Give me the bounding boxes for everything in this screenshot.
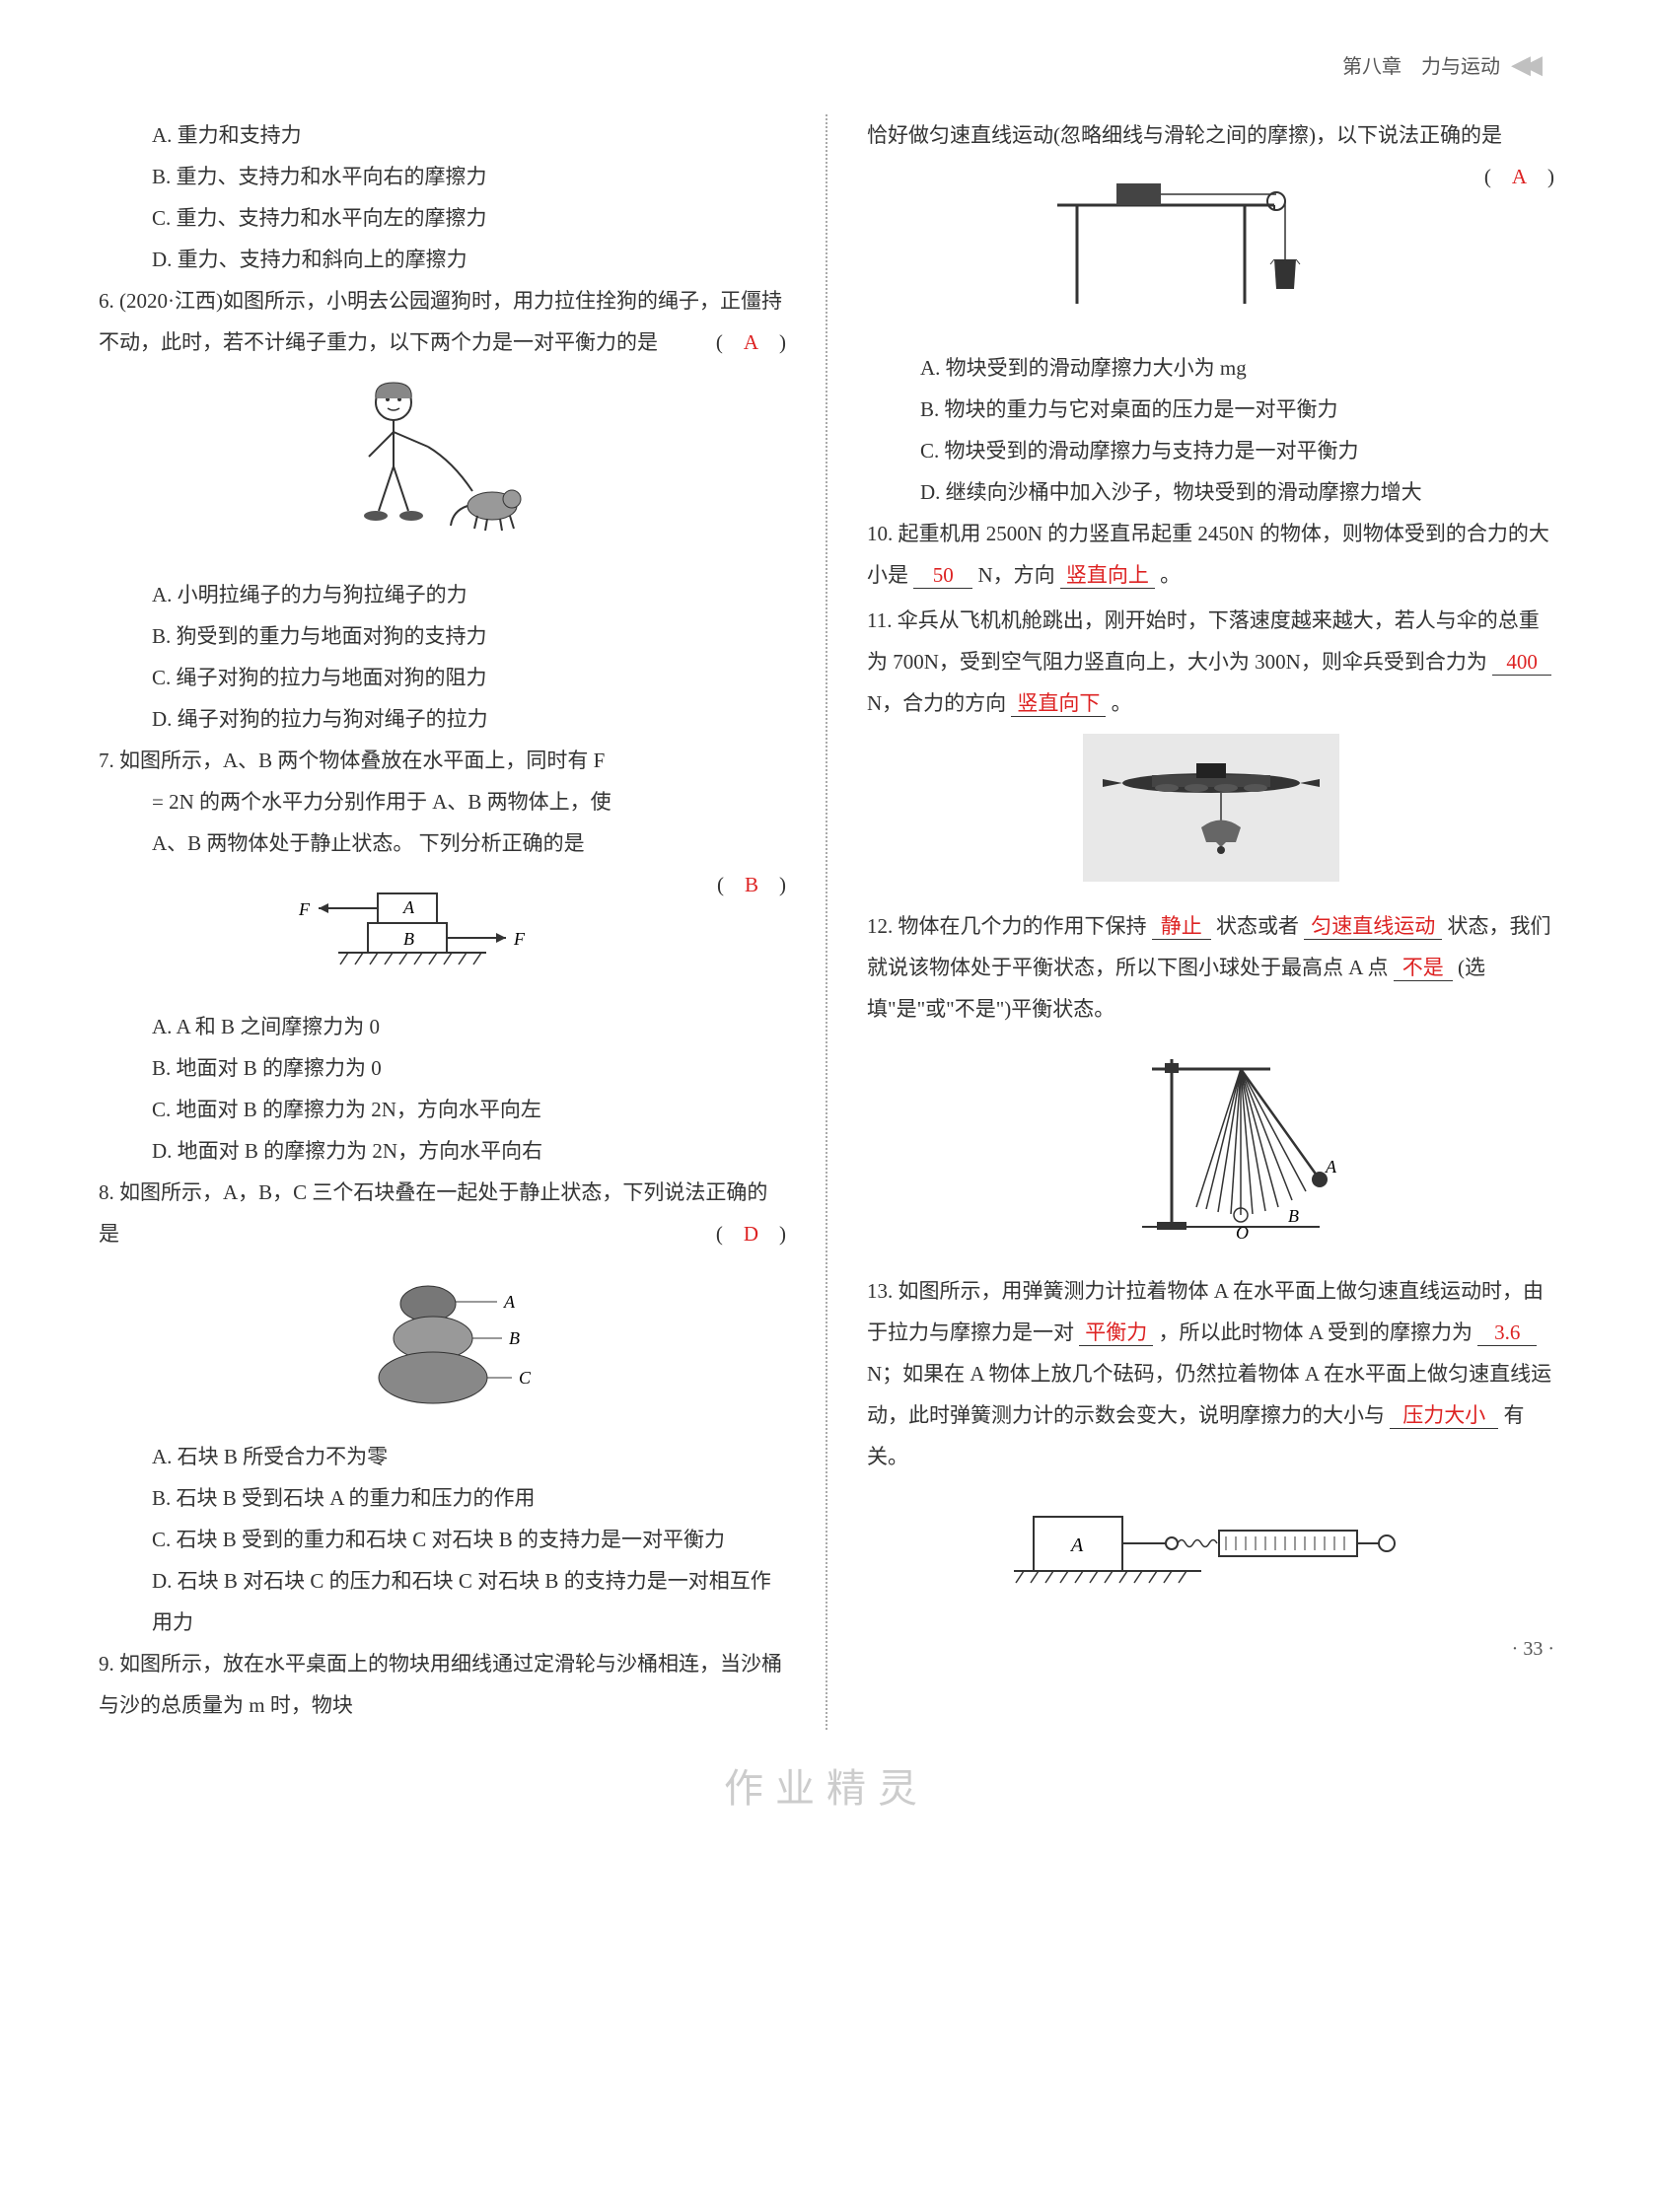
svg-text:B: B [509,1328,520,1348]
q8-opt-d: D. 石块 B 对石块 C 的压力和石块 C 对石块 B 的支持力是一对相互作用… [99,1560,786,1643]
q7-opt-d: D. 地面对 B 的摩擦力为 2N，方向水平向右 [99,1130,786,1172]
q12-t2: 状态或者 [1216,914,1299,938]
q11-t3: 。 [1112,691,1132,715]
q10-t2: N，方向 [978,563,1055,587]
left-column: A. 重力和支持力 B. 重力、支持力和水平向右的摩擦力 C. 重力、支持力和水… [99,114,786,1730]
chevron-left-icon: ◀◀ [1511,50,1535,79]
q12: 12. 物体在几个力的作用下保持 静止 状态或者 匀速直线运动 状态，我们就说该… [867,905,1554,1030]
svg-text:A: A [1069,1534,1084,1556]
q9-answer: A [1512,165,1527,188]
q9-cont-text: 恰好做匀速直线运动(忽略细线与滑轮之间的摩擦)，以下说法正确的是 [867,123,1502,147]
q11: 11. 伞兵从飞机机舱跳出，刚开始时，下落速度越来越大，若人与伞的总重为 700… [867,600,1554,724]
svg-text:A: A [503,1292,516,1312]
q12-b2: 匀速直线运动 [1304,914,1442,940]
column-divider [826,114,827,1730]
q9-opt-d: D. 继续向沙桶中加入沙子，物块受到的滑动摩擦力增大 [867,471,1554,513]
q5-opt-b: B. 重力、支持力和水平向右的摩擦力 [99,156,786,197]
q5-opt-a: A. 重力和支持力 [99,114,786,156]
q9-opt-c: C. 物块受到的滑动摩擦力与支持力是一对平衡力 [867,430,1554,471]
svg-text:B: B [1288,1206,1299,1226]
q11-t2: N，合力的方向 [867,691,1006,715]
q6-text: 6. (2020·江西)如图所示，小明去公园遛狗时，用力拉住拴狗的绳子，正僵持不… [99,289,782,354]
q11-b2: 竖直向下 [1011,691,1106,717]
q12-t1: 12. 物体在几个力的作用下保持 [867,914,1147,938]
q10-t3: 。 [1160,563,1181,587]
q9-cont: 恰好做匀速直线运动(忽略细线与滑轮之间的摩擦)，以下说法正确的是 ( A ) [867,114,1554,156]
q9-text: 9. 如图所示，放在水平桌面上的物块用细线通过定滑轮与沙桶相连，当沙桶与沙的总质… [99,1652,782,1717]
svg-text:A: A [1325,1157,1337,1177]
q6-opt-d: D. 绳子对狗的拉力与狗对绳子的拉力 [99,698,786,740]
q9-opt-b: B. 物块的重力与它对桌面的压力是一对平衡力 [867,389,1554,430]
q8: 8. 如图所示，A，B，C 三个石块叠在一起处于静止状态，下列说法正确的是 ( … [99,1172,786,1254]
watermark: 作业精灵 [99,1749,1554,1828]
q7-opt-a: A. A 和 B 之间摩擦力为 0 [99,1006,786,1047]
q7-text1: 7. 如图所示，A、B 两个物体叠放在水平面上，同时有 F [99,740,786,781]
svg-text:A: A [402,897,415,917]
q13-b2: 3.6 [1477,1320,1537,1346]
q8-opt-b: B. 石块 B 受到石块 A 的重力和压力的作用 [99,1477,786,1519]
q6-opt-b: B. 狗受到的重力与地面对狗的支持力 [99,615,786,657]
q10: 10. 起重机用 2500N 的力竖直吊起重 2450N 的物体，则物体受到的合… [867,513,1554,596]
q8-opt-c: C. 石块 B 受到的重力和石块 C 对石块 B 的支持力是一对平衡力 [99,1519,786,1560]
q7-opt-c: C. 地面对 B 的摩擦力为 2N，方向水平向左 [99,1089,786,1130]
q7-figure: A B F F [99,874,786,996]
q8-figure: A B C [99,1264,786,1426]
q9-opt-a: A. 物块受到的滑动摩擦力大小为 mg [867,347,1554,389]
svg-text:B: B [403,929,414,949]
content-columns: A. 重力和支持力 B. 重力、支持力和水平向右的摩擦力 C. 重力、支持力和水… [99,114,1554,1730]
q13-b3: 压力大小 [1390,1403,1498,1429]
svg-text:O: O [1236,1223,1249,1243]
q8-opt-a: A. 石块 B 所受合力不为零 [99,1436,786,1477]
q6-figure [99,373,786,564]
q6-answer: A [744,330,758,354]
q12-figure: A O B [867,1039,1554,1260]
q9-figure [867,166,1554,337]
q7: 7. 如图所示，A、B 两个物体叠放在水平面上，同时有 F = 2N 的两个水平… [99,740,786,864]
svg-text:F: F [513,929,526,949]
svg-text:F: F [298,899,311,919]
q7-answer: B [745,873,758,896]
q8-text: 8. 如图所示，A，B，C 三个石块叠在一起处于静止状态，下列说法正确的是 [99,1180,767,1246]
q7-text2: = 2N 的两个水平力分别作用于 A、B 两物体上，使 [99,781,786,822]
q8-answer: D [744,1222,758,1246]
chapter-title: 第八章 力与运动 [1342,56,1500,78]
right-column: 恰好做匀速直线运动(忽略细线与滑轮之间的摩擦)，以下说法正确的是 ( A ) A… [867,114,1554,1730]
q6-opt-c: C. 绳子对狗的拉力与地面对狗的阻力 [99,657,786,698]
svg-text:C: C [519,1368,532,1388]
q9: 9. 如图所示，放在水平桌面上的物块用细线通过定滑轮与沙桶相连，当沙桶与沙的总质… [99,1643,786,1726]
q10-b2: 竖直向上 [1060,563,1155,589]
q10-b1: 50 [913,563,972,589]
q12-b3: 不是 [1394,956,1453,981]
page-number: · 33 · [867,1629,1554,1669]
q6: 6. (2020·江西)如图所示，小明去公园遛狗时，用力拉住拴狗的绳子，正僵持不… [99,280,786,363]
chapter-header: 第八章 力与运动 ◀◀ [99,39,1554,91]
q5-opt-c: C. 重力、支持力和水平向左的摩擦力 [99,197,786,239]
q6-answer-paren: ( A ) [716,321,786,363]
q12-b1: 静止 [1152,914,1211,940]
q13-b1: 平衡力 [1079,1320,1153,1346]
q5-opt-d: D. 重力、支持力和斜向上的摩擦力 [99,239,786,280]
q13: 13. 如图所示，用弹簧测力计拉着物体 A 在水平面上做匀速直线运动时，由于拉力… [867,1270,1554,1477]
q11-b1: 400 [1492,650,1551,676]
q7-text3: A、B 两物体处于静止状态。 下列分析正确的是 [99,822,786,864]
q13-figure: A [867,1487,1554,1619]
q7-opt-b: B. 地面对 B 的摩擦力为 0 [99,1047,786,1089]
q13-t2: ，所以此时物体 A 受到的摩擦力为 [1159,1320,1473,1344]
q11-figure [867,734,1554,895]
q11-t1: 11. 伞兵从飞机机舱跳出，刚开始时，下落速度越来越大，若人与伞的总重为 700… [867,608,1540,674]
q6-opt-a: A. 小明拉绳子的力与狗拉绳子的力 [99,574,786,615]
